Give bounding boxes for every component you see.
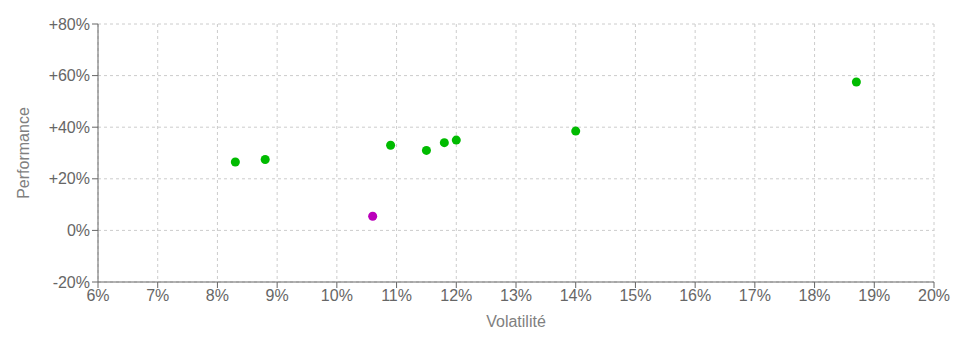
svg-text:6%: 6% bbox=[86, 287, 110, 305]
svg-text:Performance: Performance bbox=[15, 107, 32, 199]
svg-text:16%: 16% bbox=[679, 287, 711, 304]
svg-text:+60%: +60% bbox=[49, 67, 90, 84]
svg-text:+20%: +20% bbox=[49, 170, 90, 187]
svg-text:10%: 10% bbox=[321, 287, 353, 304]
svg-text:20%: 20% bbox=[918, 287, 950, 304]
svg-text:8%: 8% bbox=[206, 287, 229, 304]
svg-text:Volatilité: Volatilité bbox=[486, 313, 546, 330]
svg-text:+40%: +40% bbox=[49, 119, 90, 136]
svg-text:0%: 0% bbox=[67, 222, 90, 239]
svg-text:17%: 17% bbox=[739, 287, 771, 304]
svg-text:7%: 7% bbox=[146, 287, 169, 304]
svg-text:9%: 9% bbox=[266, 287, 289, 304]
svg-text:15%: 15% bbox=[619, 287, 651, 304]
svg-text:13%: 13% bbox=[500, 287, 532, 304]
svg-text:11%: 11% bbox=[381, 287, 412, 304]
svg-text:18%: 18% bbox=[799, 287, 831, 304]
svg-text:12%: 12% bbox=[440, 287, 472, 304]
svg-text:+80%: +80% bbox=[49, 16, 90, 33]
svg-text:19%: 19% bbox=[858, 287, 890, 304]
svg-text:-20%: -20% bbox=[53, 274, 90, 291]
svg-text:14%: 14% bbox=[560, 287, 592, 304]
